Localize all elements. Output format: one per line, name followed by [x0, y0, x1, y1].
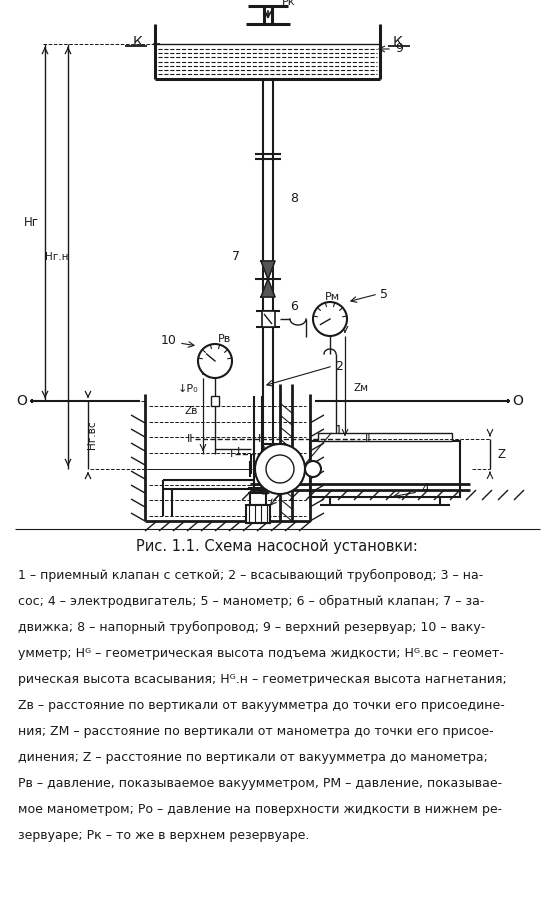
Text: рическая высота всасывания; Hᴳ.н – геометрическая высота нагнетания;: рическая высота всасывания; Hᴳ.н – геоме…: [18, 673, 507, 686]
Polygon shape: [261, 261, 275, 279]
Text: 1 – приемный клапан с сеткой; 2 – всасывающий трубопровод; 3 – на-: 1 – приемный клапан с сеткой; 2 – всасыв…: [18, 569, 483, 582]
Text: 8: 8: [290, 192, 298, 206]
Circle shape: [305, 461, 321, 477]
Text: 1: 1: [335, 424, 343, 438]
Text: I: I: [230, 449, 233, 459]
Text: ния; ZМ – расстояние по вертикали от манометра до точки его присое-: ния; ZМ – расстояние по вертикали от ман…: [18, 725, 493, 738]
Bar: [246, 505, 270, 523]
Text: Pв – давление, показываемое вакуумметром, PМ – давление, показывае-: Pв – давление, показываемое вакуумметром…: [18, 777, 502, 790]
Circle shape: [255, 444, 305, 494]
Bar: [262, 311, 275, 327]
Text: Рм: Рм: [325, 292, 340, 302]
Text: 6: 6: [290, 300, 298, 314]
Text: Z: Z: [498, 448, 506, 460]
Text: зервуаре; Pк – то же в верхнем резервуаре.: зервуаре; Pк – то же в верхнем резервуар…: [18, 829, 309, 842]
Text: II: II: [365, 434, 371, 444]
Text: сос; 4 – электродвигатель; 5 – манометр; 6 – обратный клапан; 7 – за-: сос; 4 – электродвигатель; 5 – манометр;…: [18, 595, 485, 608]
Text: К: К: [132, 35, 142, 49]
Text: 3: 3: [257, 483, 265, 495]
Text: Zм: Zм: [353, 383, 368, 393]
Circle shape: [313, 302, 347, 336]
Text: Рис. 1.1. Схема насосной установки:: Рис. 1.1. Схема насосной установки:: [136, 539, 418, 555]
Text: умметр; Hᴳ – геометрическая высота подъема жидкости; Hᴳ.вс – геомет-: умметр; Hᴳ – геометрическая высота подъе…: [18, 647, 504, 660]
Text: 2: 2: [335, 360, 343, 372]
Text: О: О: [17, 394, 27, 408]
Polygon shape: [261, 279, 275, 297]
Text: 7: 7: [232, 251, 240, 263]
Text: движка; 8 – напорный трубопровод; 9 – верхний резервуар; 10 – ваку-: движка; 8 – напорный трубопровод; 9 – ве…: [18, 621, 485, 634]
Text: динения; Z – расстояние по вертикали от вакуумметра до манометра;: динения; Z – расстояние по вертикали от …: [18, 751, 488, 764]
Text: ↓P₀: ↓P₀: [178, 384, 198, 394]
Text: 5: 5: [380, 288, 388, 300]
Circle shape: [266, 455, 294, 483]
Bar: [318, 433, 452, 441]
Bar: [308, 465, 318, 473]
Text: О: О: [513, 394, 523, 408]
Text: Нг: Нг: [24, 217, 39, 229]
Text: P₁V₁: P₁V₁: [260, 446, 280, 456]
Text: I: I: [237, 447, 240, 457]
Text: II: II: [258, 434, 265, 444]
Text: Нг.вс: Нг.вс: [87, 421, 97, 450]
Text: 10: 10: [161, 334, 177, 348]
Text: II: II: [186, 434, 193, 444]
Text: мое манометром; Pо – давление на поверхности жидкости в нижнем ре-: мое манометром; Pо – давление на поверхн…: [18, 803, 502, 816]
Text: Zв: Zв: [185, 406, 198, 416]
Text: Рв: Рв: [218, 334, 231, 344]
Text: Zв – расстояние по вертикали от вакуумметра до точки его присоедине-: Zв – расстояние по вертикали от вакуумме…: [18, 699, 504, 712]
Circle shape: [198, 344, 232, 378]
Bar: [310, 441, 460, 497]
Bar: [211, 396, 219, 406]
Text: К: К: [393, 35, 403, 49]
Text: 4: 4: [421, 483, 429, 495]
Text: Рк: Рк: [282, 0, 295, 7]
Bar: [250, 493, 266, 505]
Text: 9: 9: [395, 42, 403, 56]
Text: Нг.н: Нг.н: [44, 252, 68, 262]
